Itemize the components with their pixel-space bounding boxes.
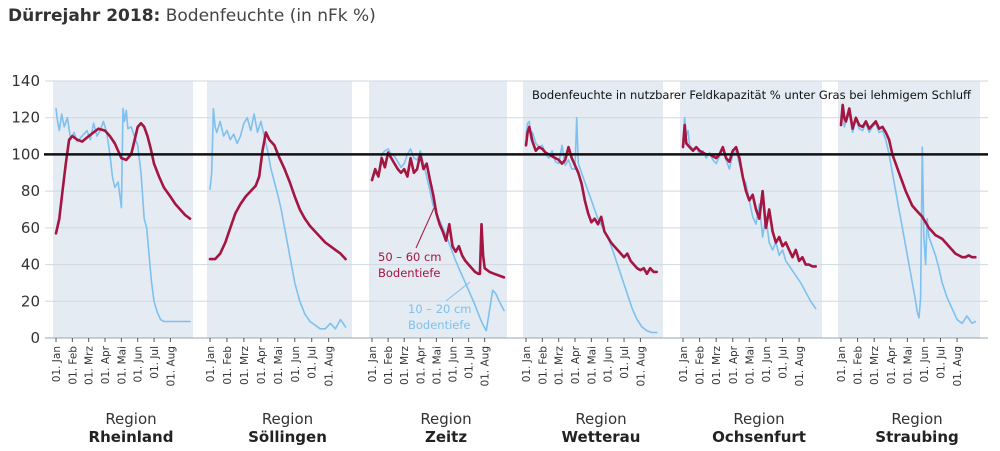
region-label-ochsenfurt: Region [733, 410, 784, 428]
month-tick-label: 01. Aug [165, 346, 177, 387]
series-shallow-straubing [840, 107, 977, 325]
annotation-deep-line1: 50 – 60 cm [378, 250, 442, 264]
month-tick-label: 01. Jan [51, 346, 63, 382]
chart-title: Dürrejahr 2018: Bodenfeuchte (in nFk %) [8, 6, 376, 26]
region-label-rheinland: Region [105, 410, 156, 428]
month-tick-label: 01. Mai [586, 346, 598, 384]
month-tick-label: 01. Mrz [84, 346, 96, 385]
month-tick-label: 01. Mai [273, 346, 285, 384]
month-tick-label: 01. Mai [116, 346, 128, 384]
month-tick-label: 01. Apr [100, 345, 112, 384]
annotation-shallow-line1: 10 – 20 cm [408, 302, 472, 316]
month-tick-label: 01. Aug [635, 346, 647, 387]
month-tick-label: 01. Aug [794, 346, 806, 387]
series-deep-zeitz [370, 151, 506, 279]
month-tick-label: 01. Apr [256, 345, 268, 384]
month-tick-label: 01. Jan [521, 346, 533, 382]
month-tick-label: 01. Mrz [711, 346, 723, 385]
month-tick-label: 01. Jun [919, 346, 931, 382]
y-tick-label: 80 [21, 182, 40, 200]
month-tick-label: 01. Jan [205, 346, 217, 382]
chart-note: Bodenfeuchte in nutzbarer Feldkapazität … [532, 88, 972, 102]
month-tick-label: 01. Apr [415, 345, 427, 384]
y-tick-label: 60 [21, 219, 40, 237]
month-tick-label: 01. Mai [902, 346, 914, 384]
month-tick-label: 01. Mai [431, 346, 443, 384]
panel-bg-straubing [838, 81, 980, 338]
month-tick-label: 01. Jul [619, 346, 631, 379]
region-label-söllingen: Region [262, 410, 313, 428]
y-tick-label: 40 [21, 256, 40, 274]
series-shallow-söllingen [209, 107, 347, 330]
region-label-wetterau: Region [575, 410, 626, 428]
region-label-straubing: Region [891, 410, 942, 428]
month-tick-label: 01. Mrz [869, 346, 881, 385]
annotation-deep-line2: Bodentiefe [378, 266, 441, 280]
month-tick-label: 01. Jun [761, 346, 773, 382]
month-tick-label: 01. Jul [307, 346, 319, 379]
chart-title-rest: Bodenfeuchte (in nFk %) [160, 6, 376, 26]
region-name-söllingen: Söllingen [248, 428, 327, 446]
month-tick-label: 01. Mrz [554, 346, 566, 385]
month-tick-label: 01. Mrz [239, 346, 251, 385]
y-tick-label: 20 [21, 292, 40, 310]
month-tick-label: 01. Feb [222, 346, 234, 385]
month-tick-label: 01. Jul [464, 346, 476, 379]
month-tick-label: 01. Apr [728, 345, 740, 384]
month-tick-label: 01. Jul [936, 346, 948, 379]
y-tick-label: 0 [30, 329, 40, 347]
series-deep-ochsenfurt [681, 123, 818, 268]
month-tick-label: 01. Feb [537, 346, 549, 385]
month-tick-label: 01. Mrz [399, 346, 411, 385]
y-tick-label: 100 [11, 145, 40, 163]
month-tick-label: 01. Aug [952, 346, 964, 387]
month-tick-label: 01. Jan [678, 346, 690, 382]
region-name-rheinland: Rheinland [89, 428, 174, 446]
annotation-shallow-leader [445, 281, 471, 302]
month-tick-label: 01. Jun [447, 346, 459, 382]
month-tick-label: 01. Feb [383, 346, 395, 385]
month-tick-label: 01. Jun [603, 346, 615, 382]
month-tick-label: 01. Feb [695, 346, 707, 385]
chart-title-bold: Dürrejahr 2018: [8, 6, 161, 26]
y-tick-label: 140 [11, 72, 40, 90]
panel-bg-zeitz [369, 81, 507, 338]
series-deep-wetterau [524, 125, 659, 276]
month-tick-label: 01. Jun [290, 346, 302, 382]
region-name-wetterau: Wetterau [562, 428, 641, 446]
month-tick-label: 01. Feb [853, 346, 865, 385]
series-deep-straubing [839, 103, 977, 259]
panel-bg-söllingen [207, 81, 352, 338]
month-tick-label: 01. Mai [744, 346, 756, 384]
series-deep-söllingen [208, 131, 347, 261]
annotation-deep-leader [415, 207, 435, 249]
region-name-ochsenfurt: Ochsenfurt [712, 428, 806, 446]
month-tick-label: 01. Jul [778, 346, 790, 379]
annotation-shallow-line2: Bodentiefe [408, 318, 471, 332]
month-tick-label: 01. Jan [836, 346, 848, 382]
month-tick-label: 01. Feb [67, 346, 79, 385]
month-tick-label: 01. Apr [570, 345, 582, 384]
month-tick-label: 01. Jul [149, 346, 161, 379]
month-tick-label: 01. Jun [133, 346, 145, 382]
series-shallow-rheinland [55, 107, 191, 323]
y-tick-label: 120 [11, 109, 40, 127]
month-tick-label: 01. Apr [886, 345, 898, 384]
region-label-zeitz: Region [420, 410, 471, 428]
month-tick-label: 01. Jan [367, 346, 379, 382]
series-deep-rheinland [54, 121, 192, 235]
panel-bg-wetterau [523, 81, 663, 338]
region-name-zeitz: Zeitz [425, 428, 467, 446]
month-tick-label: 01. Aug [480, 346, 492, 387]
region-name-straubing: Straubing [875, 428, 958, 446]
month-tick-label: 01. Aug [324, 346, 336, 387]
